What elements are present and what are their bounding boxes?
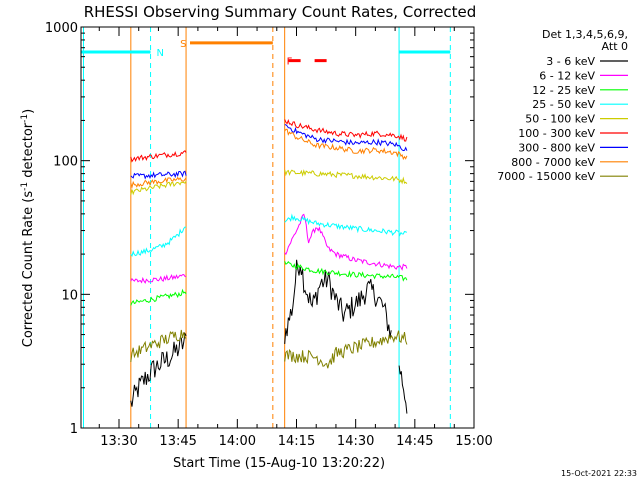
x-tick-label-2: 14:00 <box>219 434 256 449</box>
chart-title: RHESSI Observing Summary Count Rates, Co… <box>84 3 477 21</box>
series-line-5-0 <box>130 150 187 163</box>
legend-entry-4: 50 - 100 keV <box>525 113 595 126</box>
series-line-3-1 <box>284 213 408 237</box>
series-line-8-1 <box>284 330 408 369</box>
series-line-7-1 <box>284 128 408 161</box>
x-tick-label-4: 14:30 <box>337 434 374 449</box>
series-7 <box>130 128 408 190</box>
series-2 <box>130 261 408 306</box>
series-line-0-2 <box>398 365 408 414</box>
x-tick-label-3: 14:15 <box>278 434 315 449</box>
series-line-1-0 <box>130 273 187 284</box>
series-6 <box>130 124 408 180</box>
flag-label-f: F <box>287 57 293 68</box>
plot-frame <box>80 26 475 429</box>
legend-entry-6: 300 - 800 keV <box>518 141 595 154</box>
legend-entry-1: 6 - 12 keV <box>539 69 595 82</box>
footer-timestamp: 15-Oct-2021 22:33 <box>561 469 637 478</box>
legend-entry-7: 800 - 7000 keV <box>511 156 595 169</box>
y-axis: 1 10 100 1000 <box>45 21 474 437</box>
series-line-7-0 <box>130 176 187 190</box>
series-line-4-0 <box>130 180 187 196</box>
series-line-2-0 <box>130 288 187 306</box>
flag-label-n: N <box>156 48 163 59</box>
series-4 <box>130 169 408 196</box>
legend-entry-2: 12 - 25 keV <box>532 84 595 97</box>
x-tick-label-0: 13:30 <box>100 434 137 449</box>
x-axis-label: Start Time (15-Aug-10 13:20:22) <box>173 456 385 471</box>
x-tick-label-5: 14:45 <box>396 434 433 449</box>
legend-title-0: Det 1,3,4,5,6,9, <box>542 28 628 41</box>
series-line-4-1 <box>284 169 408 185</box>
x-axis: 13:30 13:45 14:00 14:15 14:30 14:45 15:00 <box>98 27 493 449</box>
series-line-6-0 <box>130 170 187 180</box>
y-axis-label: Corrected Count Rate (s-1 detector-1) <box>20 109 36 347</box>
legend-entry-3: 25 - 50 keV <box>532 98 595 111</box>
legend-entry-5: 100 - 300 keV <box>518 127 595 140</box>
series-line-0-0 <box>130 331 187 407</box>
plot-layer: N S F <box>81 27 451 428</box>
legend-title-1: Att 0 <box>602 40 628 53</box>
series-line-3-0 <box>130 226 187 257</box>
series-line-5-1 <box>284 119 408 142</box>
series-0 <box>130 259 408 414</box>
legend-entry-8: 7000 - 15000 keV <box>497 170 595 183</box>
series-5 <box>130 119 408 163</box>
y-tick-label-1: 10 <box>61 288 78 303</box>
series-line-1-1 <box>284 213 408 271</box>
series-line-6-1 <box>284 124 408 152</box>
series-line-0-1 <box>284 259 392 344</box>
x-tick-label-6: 15:00 <box>455 434 492 449</box>
x-tick-label-1: 13:45 <box>159 434 196 449</box>
legend-entry-0: 3 - 6 keV <box>546 55 595 68</box>
series-1 <box>130 213 408 284</box>
series-8 <box>130 329 408 369</box>
series-line-8-0 <box>130 329 187 362</box>
flag-label-s: S <box>180 39 186 50</box>
series-3 <box>130 213 408 257</box>
y-tick-label-3: 1000 <box>45 21 78 36</box>
y-tick-label-2: 100 <box>53 155 78 170</box>
series-line-2-1 <box>284 261 408 282</box>
y-tick-label-0: 1 <box>70 422 78 437</box>
